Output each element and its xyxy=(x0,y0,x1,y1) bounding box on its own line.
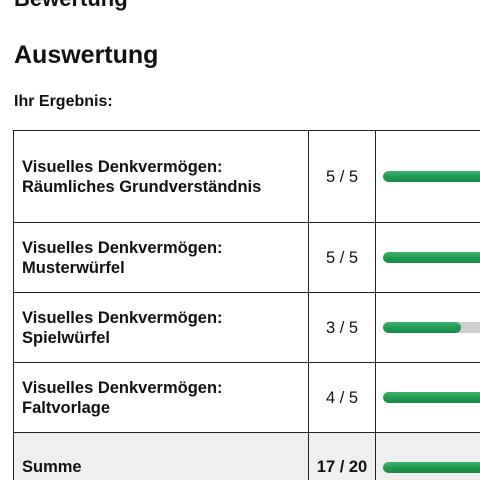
category-label: Visuelles Denkvermögen: Räumliches Grund… xyxy=(13,130,309,223)
results-table: Visuelles Denkvermögen: Räumliches Grund… xyxy=(13,130,480,480)
score-bar-cell xyxy=(375,432,480,480)
score-value: 4 / 5 xyxy=(308,362,376,433)
score-bar-cell xyxy=(375,292,480,363)
category-label: Visuelles Denkvermögen: Faltvorlage xyxy=(13,362,309,433)
score-value: 5 / 5 xyxy=(308,222,376,293)
category-label: Visuelles Denkvermögen: Spielwürfel xyxy=(13,292,309,363)
score-value: 5 / 5 xyxy=(308,130,376,223)
progress-bar-track xyxy=(383,392,480,403)
total-row: Summe 17 / 20 xyxy=(13,432,480,480)
category-label: Visuelles Denkvermögen: Musterwürfel xyxy=(13,222,309,293)
table-row: Visuelles Denkvermögen: Faltvorlage 4 / … xyxy=(13,362,480,433)
progress-bar-fill xyxy=(383,171,480,182)
score-bar-cell xyxy=(375,130,480,223)
total-score-value: 17 / 20 xyxy=(308,432,376,480)
progress-bar-fill xyxy=(383,322,461,333)
progress-bar-fill xyxy=(383,392,480,403)
progress-bar-track xyxy=(383,461,480,473)
previous-section-heading: Bewertung xyxy=(14,0,128,12)
result-subtitle: Ihr Ergebnis: xyxy=(14,93,113,110)
progress-bar-track xyxy=(383,171,480,182)
total-label: Summe xyxy=(13,432,309,480)
table-row: Visuelles Denkvermögen: Musterwürfel 5 /… xyxy=(13,222,480,293)
progress-bar-fill xyxy=(383,461,480,473)
page-title: Auswertung xyxy=(14,41,159,69)
progress-bar-track xyxy=(383,252,480,263)
table-row: Visuelles Denkvermögen: Räumliches Grund… xyxy=(13,130,480,223)
progress-bar-track xyxy=(383,322,480,333)
score-value: 3 / 5 xyxy=(308,292,376,363)
score-bar-cell xyxy=(375,362,480,433)
progress-bar-fill xyxy=(383,252,480,263)
table-row: Visuelles Denkvermögen: Spielwürfel 3 / … xyxy=(13,292,480,363)
score-bar-cell xyxy=(375,222,480,293)
